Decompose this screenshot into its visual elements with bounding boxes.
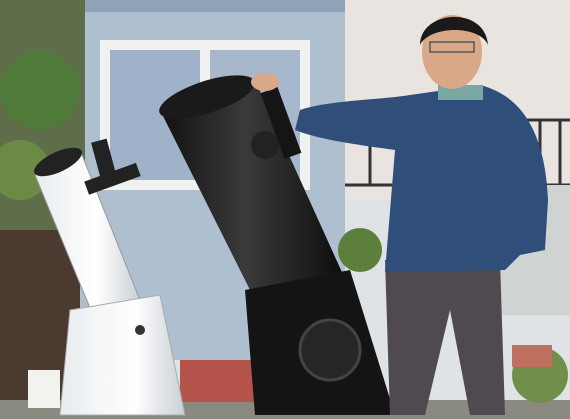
foliage: [0, 50, 80, 130]
plant: [338, 228, 382, 272]
photo: [0, 0, 570, 419]
pot: [28, 370, 60, 408]
shed-roof: [80, 0, 345, 12]
page: [0, 0, 570, 419]
pot: [512, 345, 552, 367]
